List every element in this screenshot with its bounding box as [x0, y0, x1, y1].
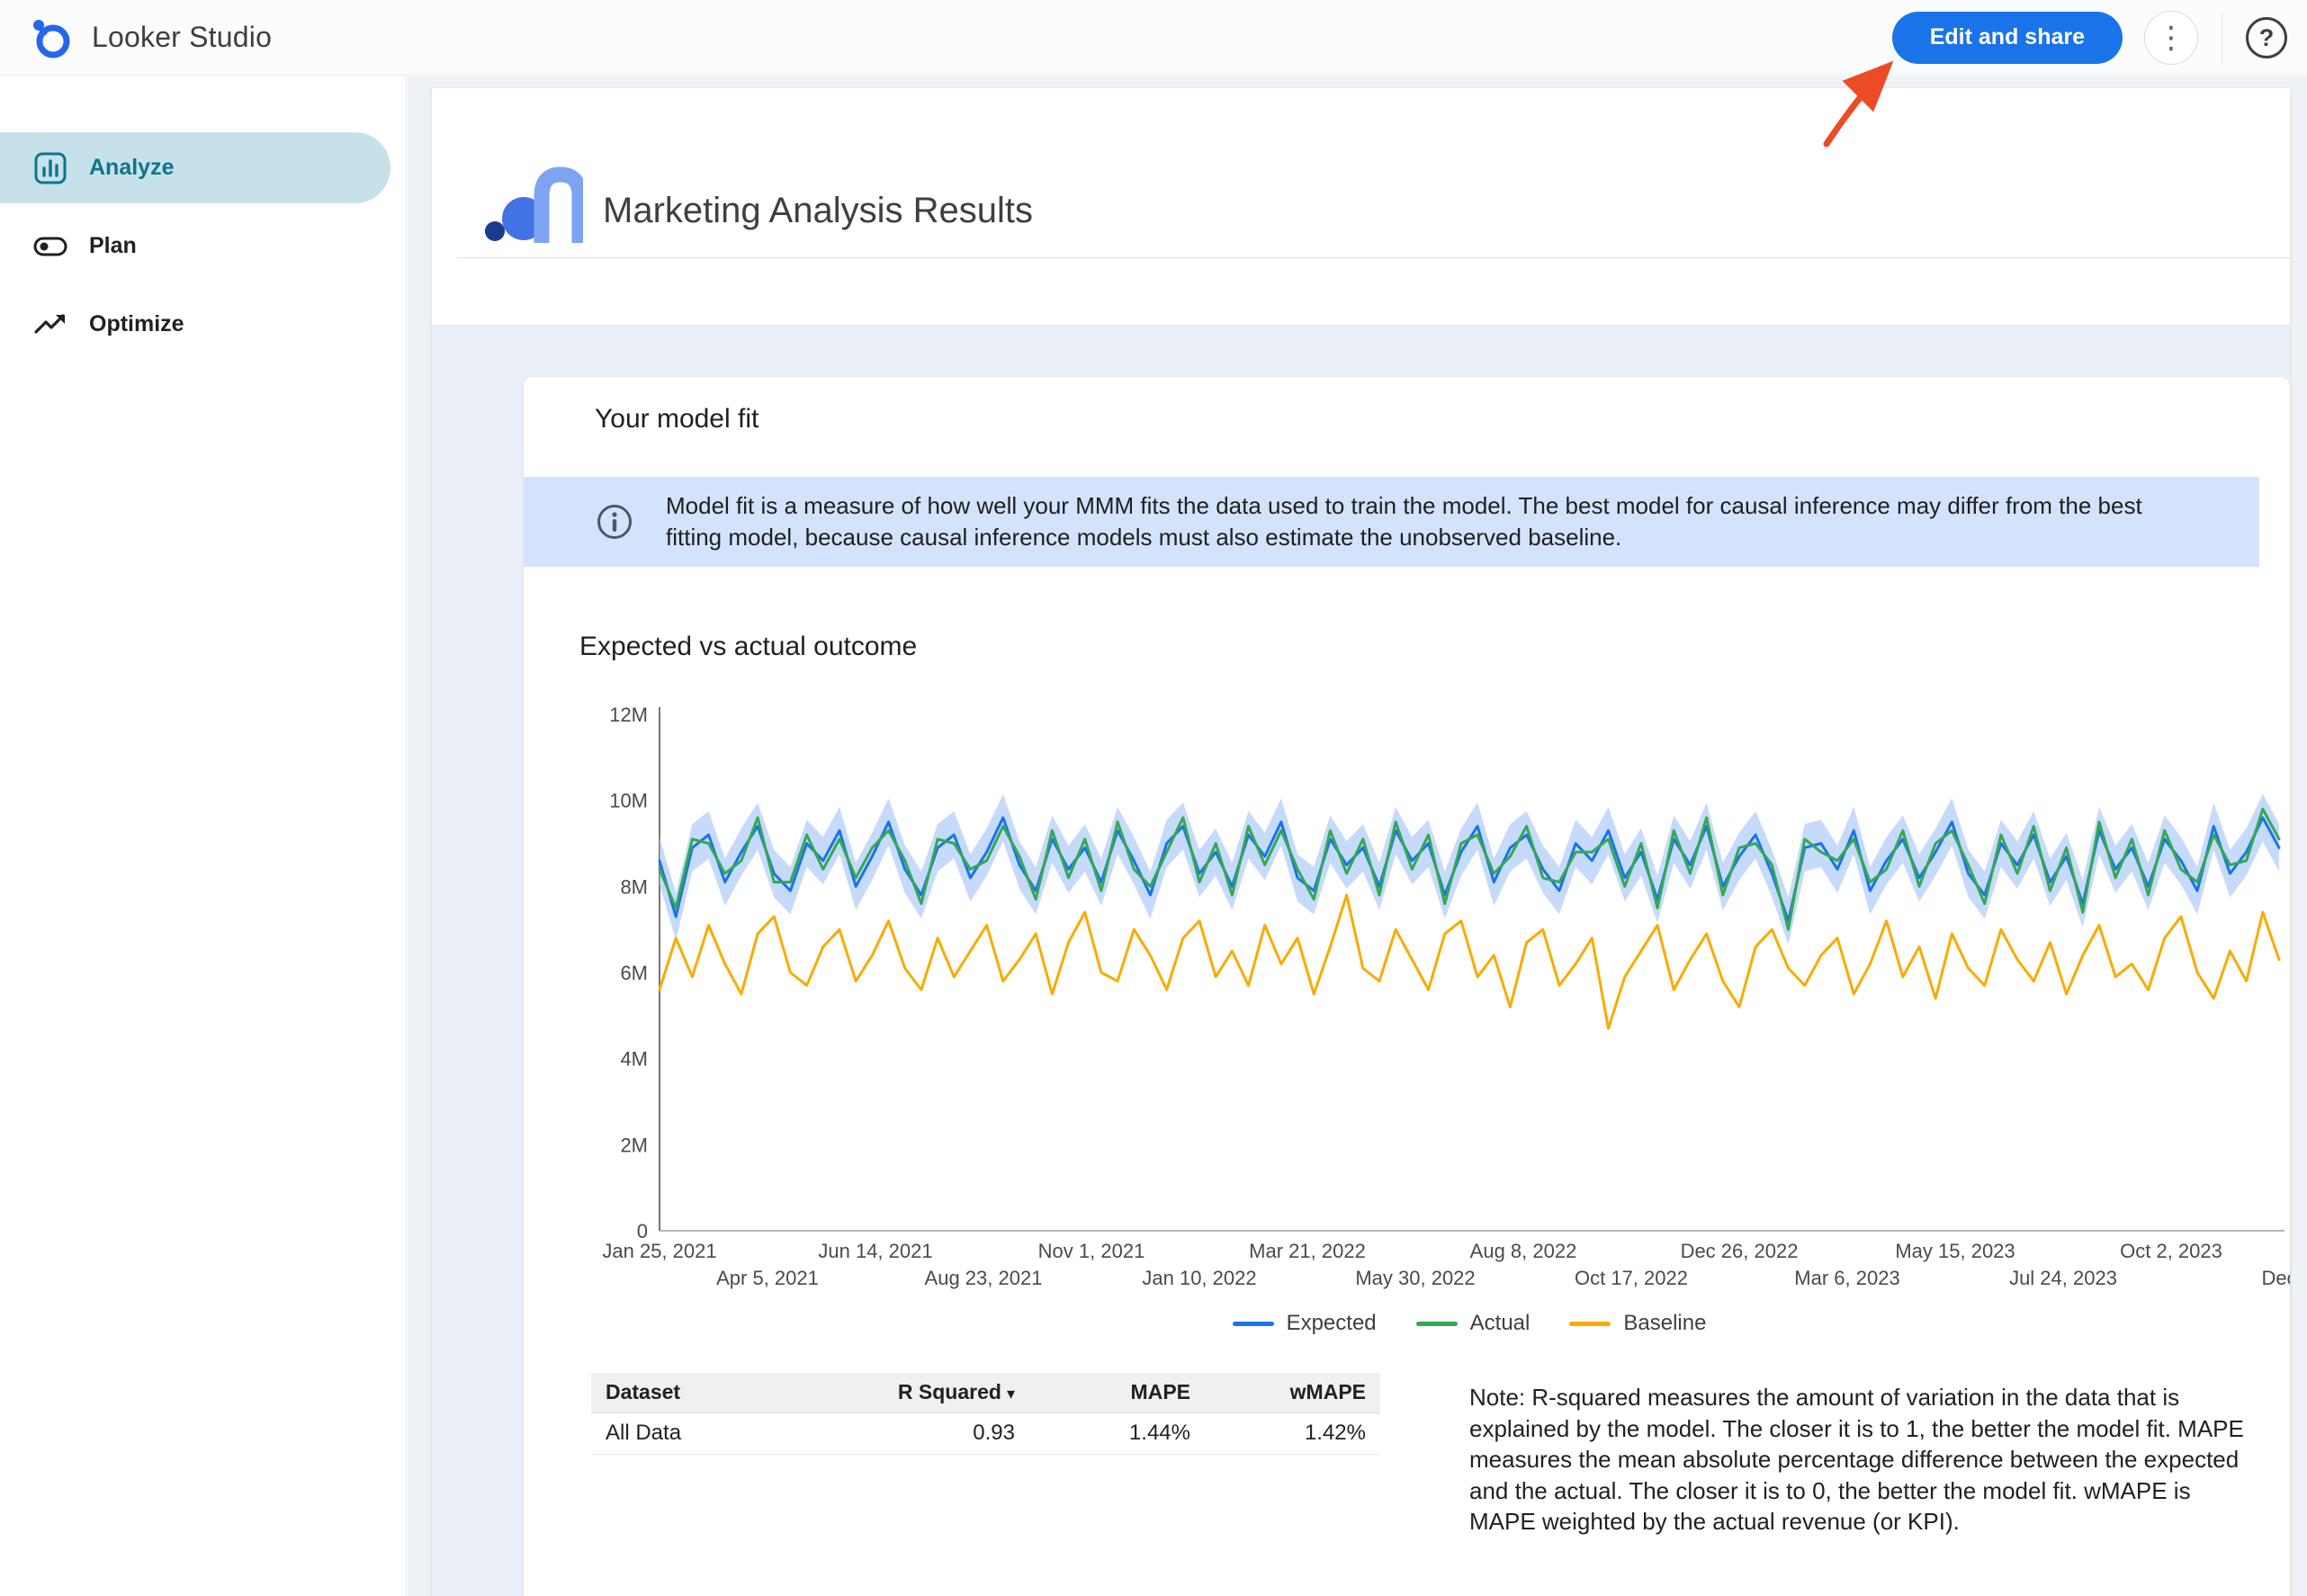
more-options-button[interactable]: ⋮	[2144, 10, 2198, 65]
title-divider	[457, 257, 2290, 258]
sidebar-item-label: Analyze	[89, 155, 175, 180]
legend-item-baseline[interactable]: Baseline	[1569, 1311, 1706, 1336]
app-title: Looker Studio	[92, 21, 273, 53]
trending-up-icon	[32, 307, 68, 343]
report-viewport: Marketing Analysis Results Your model fi…	[408, 76, 2307, 1596]
more-vert-icon: ⋮	[2156, 20, 2186, 55]
svg-text:Dec 26, 2022: Dec 26, 2022	[1681, 1240, 1799, 1262]
sort-desc-icon: ▾	[1006, 1385, 1015, 1403]
svg-text:Mar 6, 2023: Mar 6, 2023	[1794, 1267, 1899, 1289]
meridian-logo-icon	[484, 164, 583, 245]
header-left: Looker Studio	[0, 14, 272, 61]
chevron-left-icon	[350, 1592, 373, 1596]
cell-mape: 1.44%	[1029, 1412, 1205, 1455]
app-header: Looker Studio Edit and share ⋮ ?	[0, 0, 2307, 76]
svg-text:12M: 12M	[609, 704, 648, 726]
svg-text:Jul 24, 2023: Jul 24, 2023	[2009, 1267, 2117, 1289]
svg-text:10M: 10M	[609, 790, 648, 812]
svg-text:0: 0	[637, 1220, 648, 1242]
legend-item-actual[interactable]: Actual	[1415, 1311, 1530, 1336]
info-banner: Model fit is a measure of how well your …	[524, 477, 2259, 567]
actual-line-swatch	[1415, 1321, 1458, 1326]
sidebar-item-analyze[interactable]: Analyze	[0, 132, 390, 203]
svg-text:Dec: Dec	[2261, 1267, 2290, 1289]
svg-text:Aug 23, 2021: Aug 23, 2021	[925, 1267, 1043, 1289]
svg-text:Jun 14, 2021: Jun 14, 2021	[818, 1240, 932, 1262]
sidebar-item-label: Plan	[89, 233, 137, 258]
svg-text:Oct 17, 2022: Oct 17, 2022	[1575, 1267, 1688, 1289]
svg-text:4M: 4M	[620, 1048, 648, 1071]
report-body-section: Your model fit Model fit is a measure of…	[432, 325, 2290, 1596]
info-icon	[596, 503, 633, 541]
table-header-row: Dataset R Squared ▾ MAPE wMAPE	[591, 1373, 1380, 1413]
column-header-wmape[interactable]: wMAPE	[1205, 1373, 1380, 1413]
report-title: Marketing Analysis Results	[603, 191, 1033, 230]
svg-text:2M: 2M	[620, 1134, 648, 1156]
svg-text:Jan 25, 2021: Jan 25, 2021	[602, 1240, 716, 1262]
sidebar-item-label: Optimize	[89, 311, 184, 336]
svg-text:May 15, 2023: May 15, 2023	[1895, 1240, 2015, 1262]
column-header-mape[interactable]: MAPE	[1029, 1373, 1205, 1413]
cell-wmape: 1.42%	[1205, 1412, 1380, 1455]
chart-title: Expected vs actual outcome	[579, 632, 918, 661]
looker-studio-logo-icon	[27, 14, 74, 61]
sidebar: Analyze Plan Optimize	[0, 76, 407, 1596]
svg-text:6M: 6M	[620, 962, 648, 984]
expected-line-swatch	[1232, 1321, 1274, 1326]
svg-text:May 30, 2022: May 30, 2022	[1355, 1267, 1475, 1289]
info-banner-text: Model fit is a measure of how well your …	[666, 492, 2142, 551]
model-fit-card: Your model fit Model fit is a measure of…	[524, 377, 2290, 1596]
collapse-sidebar-button[interactable]	[340, 1588, 383, 1596]
analytics-icon	[32, 150, 68, 186]
sidebar-item-plan[interactable]: Plan	[0, 211, 390, 282]
svg-text:Mar 21, 2022: Mar 21, 2022	[1249, 1240, 1366, 1262]
svg-text:8M: 8M	[620, 875, 648, 898]
model-fit-table: Dataset R Squared ▾ MAPE wMAPE All Data 0…	[591, 1373, 1380, 1455]
cell-dataset: All Data	[591, 1412, 843, 1455]
column-header-r-squared[interactable]: R Squared ▾	[843, 1373, 1029, 1413]
svg-text:Oct 2, 2023: Oct 2, 2023	[2120, 1240, 2222, 1262]
cell-r-squared: 0.93	[843, 1412, 1029, 1455]
metrics-note: Note: R-squared measures the amount of v…	[1469, 1384, 2244, 1535]
legend-item-expected[interactable]: Expected	[1232, 1311, 1377, 1336]
help-button[interactable]: ?	[2246, 16, 2287, 58]
baseline-line-swatch	[1569, 1321, 1611, 1326]
toggle-icon	[32, 229, 68, 265]
svg-text:Jan 10, 2022: Jan 10, 2022	[1142, 1267, 1256, 1289]
card-heading: Your model fit	[595, 404, 759, 434]
report-page: Marketing Analysis Results Your model fi…	[432, 88, 2290, 1596]
column-header-dataset[interactable]: Dataset	[591, 1373, 843, 1413]
sidebar-item-optimize[interactable]: Optimize	[0, 289, 390, 360]
chart-legend: Expected Actual Baseline	[660, 1305, 2279, 1341]
edit-and-share-button[interactable]: Edit and share	[1891, 11, 2123, 64]
help-icon: ?	[2258, 23, 2275, 51]
svg-text:Nov 1, 2021: Nov 1, 2021	[1038, 1240, 1145, 1262]
header-right: Edit and share ⋮ ?	[1891, 10, 2307, 65]
table-row: All Data 0.93 1.44% 1.42%	[591, 1412, 1380, 1455]
svg-text:Aug 8, 2022: Aug 8, 2022	[1470, 1240, 1577, 1262]
svg-text:Apr 5, 2021: Apr 5, 2021	[716, 1267, 819, 1289]
